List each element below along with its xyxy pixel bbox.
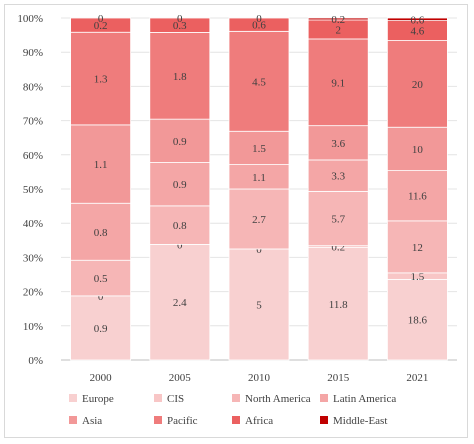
bar-segment bbox=[70, 17, 131, 33]
bar-segment bbox=[307, 190, 369, 247]
legend-label: Latin America bbox=[333, 393, 396, 405]
data-label: 1.3 bbox=[94, 74, 108, 86]
data-label: 2.7 bbox=[252, 214, 266, 226]
bar-segment bbox=[228, 30, 290, 132]
data-label: 0.8 bbox=[173, 220, 187, 232]
y-tick-label: 30% bbox=[23, 252, 43, 264]
data-label: 0.2 bbox=[331, 14, 345, 26]
y-tick-label: 0% bbox=[28, 355, 43, 367]
legend-swatch bbox=[320, 416, 328, 424]
data-label: 1.1 bbox=[94, 159, 108, 171]
data-label: 1.5 bbox=[252, 143, 266, 155]
legend-label: Middle-East bbox=[333, 415, 387, 427]
legend-swatch bbox=[232, 416, 240, 424]
data-label: 5.7 bbox=[331, 214, 345, 226]
bar-segment bbox=[307, 159, 369, 192]
bar-segment bbox=[70, 295, 131, 361]
x-tick-label: 2010 bbox=[248, 372, 271, 384]
data-label: 1.8 bbox=[173, 71, 187, 83]
data-label: 0.9 bbox=[173, 179, 187, 191]
legend-label: CIS bbox=[167, 393, 184, 405]
data-label: 0.5 bbox=[94, 273, 108, 285]
data-label: 12 bbox=[412, 242, 423, 254]
data-label: 11.8 bbox=[329, 299, 348, 311]
bar-segment bbox=[149, 162, 211, 207]
stacked-bar-chart: 0% 10% 20% 30% 40% 50% 60% 70% 80% 90% 100% 0.9 0 0.5… bbox=[17, 13, 457, 427]
data-label: 10 bbox=[412, 144, 424, 156]
data-label: 0.2 bbox=[94, 20, 108, 32]
bar-segment bbox=[307, 247, 369, 361]
bar-segment bbox=[307, 17, 369, 21]
legend-swatch bbox=[154, 416, 162, 424]
data-label: 0 bbox=[256, 244, 262, 256]
y-tick-label: 10% bbox=[23, 321, 43, 333]
bar-segment bbox=[228, 130, 290, 165]
data-label: 0.9 bbox=[94, 323, 108, 335]
data-label: 0 bbox=[177, 239, 183, 251]
bar-segment bbox=[386, 220, 448, 274]
legend-swatch bbox=[232, 394, 240, 402]
y-tick-label: 50% bbox=[23, 184, 43, 196]
data-label: 0.6 bbox=[252, 20, 266, 32]
data-label: 11.6 bbox=[408, 191, 427, 203]
data-label: 1.1 bbox=[252, 172, 266, 184]
data-label: 4.6 bbox=[411, 26, 425, 38]
bar-segment bbox=[386, 40, 448, 128]
bar-segment bbox=[70, 259, 131, 297]
y-tick-label: 20% bbox=[23, 287, 43, 299]
data-label: 0 bbox=[98, 13, 104, 25]
y-tick-label: 100% bbox=[17, 13, 43, 25]
bar-segment bbox=[386, 278, 448, 361]
y-tick-label: 60% bbox=[23, 150, 43, 162]
data-label: 0.9 bbox=[173, 136, 187, 148]
data-label: 4.5 bbox=[252, 76, 266, 88]
data-label: 0.6 bbox=[411, 14, 425, 26]
y-tick-label: 90% bbox=[23, 47, 43, 59]
legend-swatch bbox=[320, 394, 328, 402]
y-tick-label: 40% bbox=[23, 218, 43, 230]
chart-frame: 0% 10% 20% 30% 40% 50% 60% 70% 80% 90% 100% 0.9 0 0.5… bbox=[4, 4, 468, 438]
legend-label: Asia bbox=[82, 415, 102, 427]
legend-label: Europe bbox=[82, 393, 114, 405]
data-label: 5 bbox=[256, 299, 262, 311]
legend-label: Africa bbox=[245, 415, 273, 427]
data-label: 0 bbox=[256, 13, 262, 25]
x-tick-label: 2015 bbox=[327, 372, 350, 384]
legend-swatch bbox=[154, 394, 162, 402]
legend-swatch bbox=[69, 416, 77, 424]
data-label: 18.6 bbox=[408, 315, 428, 327]
bar-segment bbox=[149, 17, 211, 33]
data-label: 0 bbox=[98, 291, 104, 303]
data-label: 2 bbox=[335, 24, 341, 36]
data-label: 3.6 bbox=[331, 138, 345, 150]
bar-segment bbox=[149, 205, 211, 245]
data-label: 20 bbox=[412, 79, 424, 91]
legend-label: Pacific bbox=[167, 415, 198, 427]
bar-segment bbox=[149, 118, 211, 163]
x-tick-label: 2021 bbox=[406, 372, 428, 384]
bar-segment bbox=[307, 38, 369, 127]
bar-segment bbox=[386, 17, 448, 22]
data-label: 2.4 bbox=[173, 297, 187, 309]
bar-segment bbox=[70, 124, 131, 204]
bar-segment bbox=[386, 170, 448, 222]
bar-segment bbox=[228, 17, 290, 32]
data-label: 9.1 bbox=[331, 77, 345, 89]
legend-label: North America bbox=[245, 393, 311, 405]
bar-segment bbox=[228, 248, 290, 361]
data-label: 0 bbox=[177, 13, 183, 25]
data-label: 1.5 bbox=[411, 271, 425, 283]
data-label: 3.3 bbox=[331, 171, 345, 183]
legend-swatch bbox=[69, 394, 77, 402]
x-tick-label: 2005 bbox=[169, 372, 192, 384]
data-label: 0.8 bbox=[94, 227, 108, 239]
bar-segment bbox=[70, 202, 131, 261]
y-tick-label: 80% bbox=[23, 81, 43, 93]
bar-segment bbox=[149, 243, 211, 361]
y-tick-label: 70% bbox=[23, 116, 43, 128]
data-label: 0.3 bbox=[173, 20, 187, 32]
x-tick-label: 2000 bbox=[90, 372, 113, 384]
